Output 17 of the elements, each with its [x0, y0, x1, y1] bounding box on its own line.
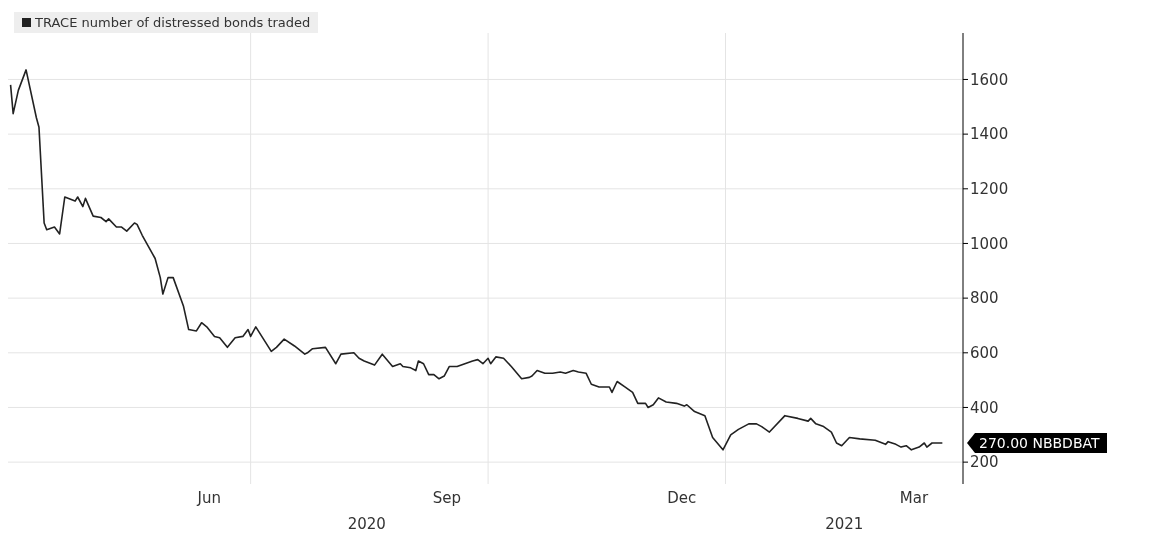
y-tick-label: 600: [970, 344, 999, 363]
x-tick-label: Sep: [432, 488, 461, 507]
y-tick-label: 800: [970, 289, 999, 308]
y-tick-label: 1400: [970, 125, 1009, 144]
y-tick-label: 1600: [970, 70, 1009, 89]
text: 2020: [347, 514, 386, 533]
x-tick-label: Jun: [196, 488, 222, 507]
y-tick-label: 400: [970, 398, 999, 417]
y-tick-label: 1200: [970, 180, 1009, 199]
legend-label: TRACE number of distressed bonds traded: [35, 15, 311, 30]
x-tick-label: Dec: [667, 488, 697, 507]
y-tick-label: 200: [970, 453, 999, 472]
x-tick-label: Mar: [899, 488, 929, 507]
annotation: 270.00 NBBDBAT: [979, 435, 1100, 451]
line-series: [9, 69, 944, 451]
text: 2021: [825, 514, 864, 533]
y-tick-label: 1000: [970, 234, 1009, 253]
